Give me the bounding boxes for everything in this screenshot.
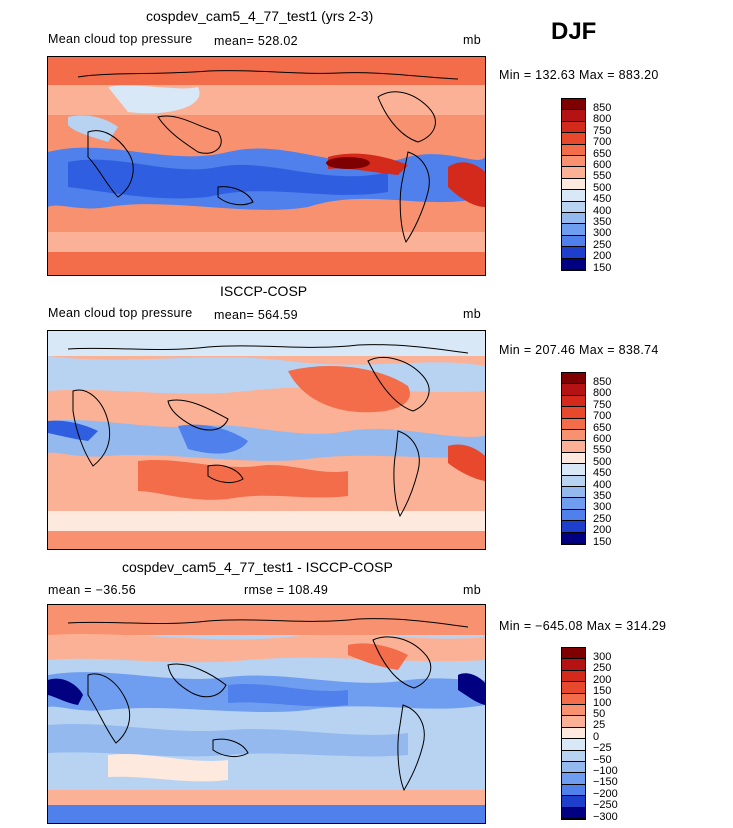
panel3-title: cospdev_cam5_4_77_test1 - ISCCP-COSP <box>122 559 393 575</box>
panel1-title: cospdev_cam5_4_77_test1 (yrs 2-3) <box>146 8 374 24</box>
panel3-colorbar-label: 100 <box>593 696 612 709</box>
panel3-colorbar-label: −25 <box>593 742 612 755</box>
panel3-colorbar <box>561 647 586 820</box>
panel2-map <box>47 330 486 550</box>
panel1-colorbar-label: 200 <box>593 250 612 263</box>
panel2-colorbar-label: 550 <box>593 444 612 457</box>
panel2-colorbar-label: 650 <box>593 421 612 434</box>
panel1-colorbar-label: 700 <box>593 136 612 149</box>
panel3-mean-label: mean = −36.56 <box>48 583 136 597</box>
panel1-colorbar-label: 400 <box>593 204 612 217</box>
panel3-map <box>47 604 486 824</box>
panel2-minmax: Min = 207.46 Max = 838.74 <box>499 343 659 357</box>
panel3-colorbar-label: 200 <box>593 673 612 686</box>
panel2-unit-label: mb <box>463 307 481 321</box>
panel2-colorbar-label: 250 <box>593 512 612 525</box>
panel2-colorbar-label: 300 <box>593 501 612 514</box>
panel2-colorbar-label: 600 <box>593 433 612 445</box>
panel3-colorbar-label: 250 <box>593 662 612 675</box>
panel1-colorbar-label: 500 <box>593 181 612 194</box>
panel2-mean-label: mean= 564.59 <box>214 308 298 322</box>
panel1-colorbar-label: 600 <box>593 159 612 171</box>
panel3-colorbar-label: −250 <box>593 799 618 812</box>
panel1-colorbar-label: 800 <box>593 113 612 126</box>
panel1-colorbar-label: 350 <box>593 216 612 228</box>
panel1-colorbar-label: 750 <box>593 124 612 137</box>
panel2-colorbar-label: 150 <box>593 535 612 548</box>
panel2-colorbar-label: 450 <box>593 467 612 480</box>
panel2-colorbar-label: 700 <box>593 410 612 423</box>
panel3-minmax: Min = −645.08 Max = 314.29 <box>499 619 667 633</box>
panel1-mean-label: mean= 528.02 <box>214 34 298 48</box>
panel1-colorbar-label: 250 <box>593 238 612 251</box>
panel2-colorbar-label: 350 <box>593 490 612 502</box>
panel3-colorbar-label: 50 <box>593 708 606 720</box>
panel3-unit-label: mb <box>463 583 481 597</box>
panel1-colorbar <box>561 98 586 271</box>
panel1-colorbar-label: 850 <box>593 102 612 114</box>
panel2-colorbar-label: 800 <box>593 387 612 400</box>
panel1-colorbar-label: 550 <box>593 170 612 183</box>
panel2-colorbar-label: 500 <box>593 455 612 468</box>
panel3-colorbar-label: 300 <box>593 651 612 663</box>
panel3-colorbar-label: −100 <box>593 765 618 777</box>
panel3-colorbar-label: 0 <box>593 730 600 743</box>
panel3-rmse-label: rmse = 108.49 <box>244 583 329 597</box>
panel1-unit-label: mb <box>463 33 481 47</box>
panel3-colorbar-label: −200 <box>593 787 618 800</box>
panel2-colorbar-label: 750 <box>593 398 612 411</box>
panel3-colorbar-label: 25 <box>593 719 606 732</box>
panel2-colorbar-label: 200 <box>593 524 612 537</box>
panel2-colorbar-label: 850 <box>593 376 612 388</box>
panel3-colorbar-label: 150 <box>593 685 612 698</box>
panel1-colorbar-label: 150 <box>593 261 612 274</box>
panel1-colorbar-label: 450 <box>593 193 612 206</box>
panel2-variable-label: Mean cloud top pressure <box>48 306 193 320</box>
panel1-colorbar-label: 300 <box>593 227 612 240</box>
panel1-colorbar-label: 650 <box>593 147 612 160</box>
panel1-variable-label: Mean cloud top pressure <box>48 32 193 46</box>
panel2-title: ISCCP-COSP <box>220 283 308 299</box>
panel1-map <box>47 56 486 276</box>
panel2-colorbar <box>561 372 586 545</box>
panel1-minmax: Min = 132.63 Max = 883.20 <box>499 68 659 82</box>
panel3-colorbar-label: −150 <box>593 776 618 789</box>
panel3-colorbar-label: −50 <box>593 753 612 766</box>
panel2-colorbar-label: 400 <box>593 478 612 491</box>
season-label: DJF <box>551 18 597 45</box>
panel3-colorbar-label: −300 <box>593 810 618 823</box>
